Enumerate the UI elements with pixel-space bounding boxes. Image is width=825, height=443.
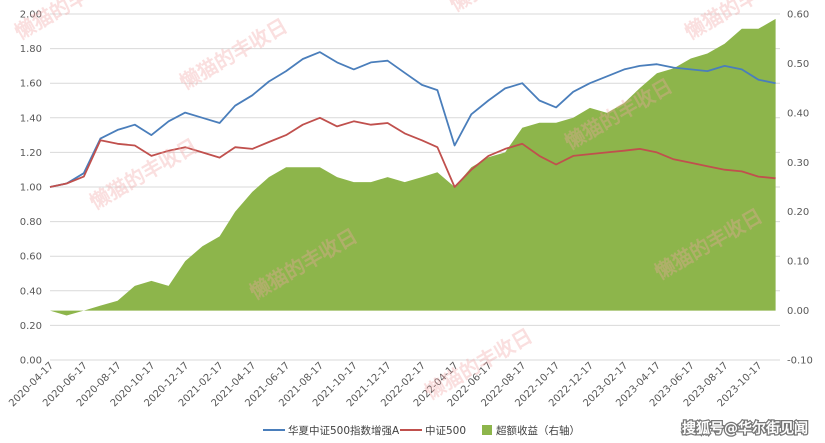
legend-label: 中证500 bbox=[425, 424, 466, 437]
legend-item: 超额收益（右轴） bbox=[482, 424, 580, 437]
area-layer bbox=[50, 18, 776, 316]
left-tick-label: 1.40 bbox=[20, 113, 42, 124]
legend-item: 中证500 bbox=[400, 424, 466, 437]
left-tick-label: 0.60 bbox=[20, 252, 42, 263]
watermark-text: 懒猫的丰收日 bbox=[11, 0, 127, 44]
left-tick-label: 0.80 bbox=[20, 217, 42, 228]
right-tick-label: 0.10 bbox=[787, 257, 809, 268]
right-tick-label: 0.50 bbox=[787, 59, 809, 70]
credit-text: 搜狐号@华尔街见闻 bbox=[682, 420, 808, 437]
legend-label: 超额收益（右轴） bbox=[496, 424, 580, 437]
left-tick-label: 1.60 bbox=[20, 79, 42, 90]
x-axis-ticks: 2020-04-172020-06-172020-08-172020-10-17… bbox=[7, 360, 764, 409]
credit-layer: 搜狐号@华尔街见闻 bbox=[681, 419, 810, 439]
watermark-text: 懒猫的丰收日 bbox=[176, 14, 292, 95]
line-layer bbox=[49, 51, 776, 188]
left-tick-label: 0.20 bbox=[20, 321, 42, 332]
right-tick-label: 0.40 bbox=[787, 108, 809, 119]
legend-label: 华夏中证500指数增强A bbox=[288, 424, 400, 437]
left-tick-label: 1.80 bbox=[20, 44, 42, 55]
right-tick-label: 0.20 bbox=[787, 207, 809, 218]
left-tick-label: 0.00 bbox=[20, 356, 42, 367]
legend: 华夏中证500指数增强A 中证500 超额收益（右轴） bbox=[263, 424, 580, 437]
enhanced-fund-line bbox=[49, 51, 776, 188]
left-tick-label: 1.20 bbox=[20, 148, 42, 159]
watermark-text: 懒猫的丰收日 bbox=[86, 134, 202, 215]
left-tick-label: 2.00 bbox=[20, 10, 42, 21]
left-axis-ticks: 0.00 0.20 0.40 0.60 0.80 1.00 1.20 1.40 1.60 1.80… bbox=[20, 10, 42, 367]
left-tick-label: 0.40 bbox=[20, 286, 42, 297]
csi500-line bbox=[49, 116, 776, 188]
left-tick-label: 1.00 bbox=[20, 183, 42, 194]
legend-item: 华夏中证500指数增强A bbox=[263, 424, 400, 437]
right-tick-label: -0.10 bbox=[787, 356, 813, 367]
right-tick-label: 0.00 bbox=[787, 306, 809, 317]
right-axis-ticks: -0.10 0.00 0.10 0.20 0.30 0.40 0.50 0.60 bbox=[787, 10, 813, 367]
right-tick-label: 0.60 bbox=[787, 10, 809, 21]
right-tick-label: 0.30 bbox=[787, 158, 809, 169]
legend-swatch bbox=[482, 425, 492, 435]
excess-return-area bbox=[50, 18, 776, 316]
